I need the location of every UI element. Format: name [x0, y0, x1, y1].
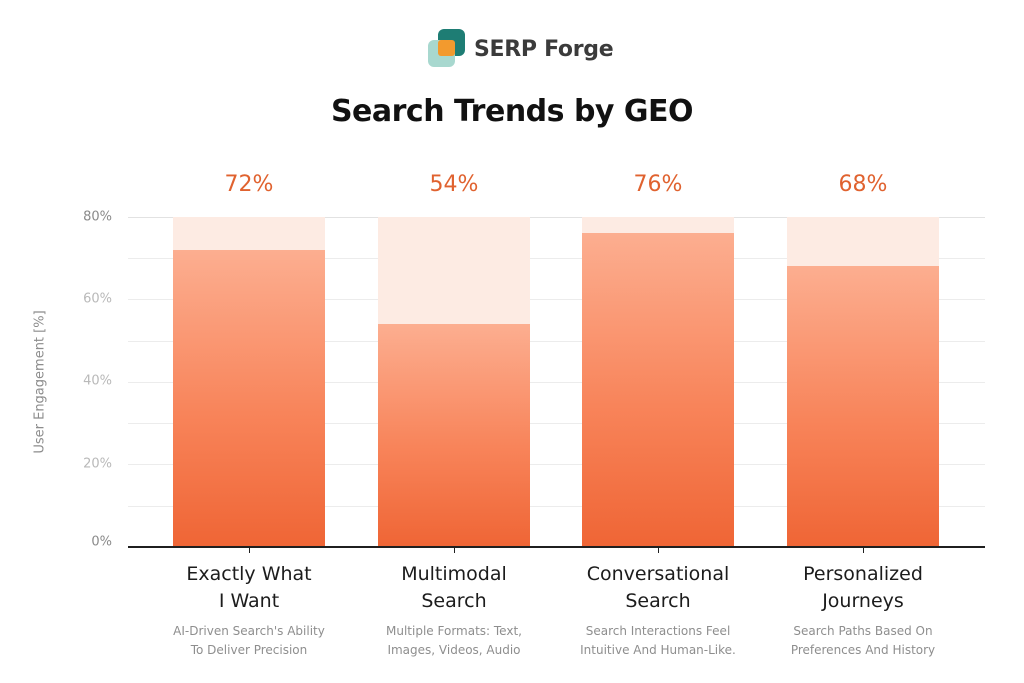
bar-exactly-what-i-want [173, 217, 325, 547]
category-label-line2: I Want [218, 590, 280, 612]
gridline-40 [128, 382, 985, 383]
gridline-70 [128, 258, 985, 259]
category-description: Search Interactions Feel Intuitive And H… [548, 622, 768, 660]
gridline-60 [128, 299, 985, 300]
category-label-line1: Multimodal [401, 563, 507, 585]
value-label: 72% [224, 172, 274, 197]
bar-fill [378, 324, 530, 547]
x-tick [454, 546, 455, 553]
plot-area [128, 217, 985, 547]
category-description-line2: Preferences And History [790, 643, 936, 657]
y-tick-0: 0% [91, 534, 112, 550]
category-label: Personalized Journeys [753, 561, 973, 615]
category-description-line1: Multiple Formats: Text, [386, 624, 522, 638]
gridline-80 [128, 217, 985, 218]
category-description-line1: Search Paths Based On [793, 624, 933, 638]
y-tick-20: 20% [83, 456, 112, 472]
category-description: Search Paths Based On Preferences And Hi… [753, 622, 973, 660]
category-label: Multimodal Search [344, 561, 564, 615]
category-label-line1: Exactly What [186, 563, 312, 585]
category-label-line2: Search [421, 590, 487, 612]
category-label: Exactly What I Want [139, 561, 359, 615]
bar-conversational-search [582, 217, 734, 547]
x-tick [249, 546, 250, 553]
gridline-20 [128, 464, 985, 465]
x-tick [658, 546, 659, 553]
category-description: Multiple Formats: Text, Images, Videos, … [344, 622, 564, 660]
value-label: 54% [429, 172, 479, 197]
gridline-10 [128, 506, 985, 507]
category-label-line2: Search [625, 590, 691, 612]
bar-fill [582, 233, 734, 547]
bar-fill [173, 250, 325, 547]
brand-logo: SERP Forge [428, 28, 614, 70]
bar-multimodal-search [378, 217, 530, 547]
gridline-30 [128, 423, 985, 424]
category-label: Conversational Search [548, 561, 768, 615]
category-label-line1: Personalized [803, 563, 923, 585]
category-label-line2: Journeys [822, 590, 904, 612]
y-axis-label: User Engagement [%] [32, 310, 48, 454]
chart-title: Search Trends by GEO [330, 94, 694, 129]
category-description-line2: Images, Videos, Audio [387, 643, 521, 657]
category-description-line2: Intuitive And Human-Like. [580, 643, 736, 657]
overlapping-squares-logo-icon [428, 29, 468, 69]
bar-personalized-journeys [787, 217, 939, 547]
x-tick [863, 546, 864, 553]
bar-fill [787, 266, 939, 547]
brand-name: SERP Forge [474, 36, 614, 62]
y-tick-80: 80% [83, 209, 112, 225]
category-description-line1: AI-Driven Search's Ability [173, 624, 325, 638]
category-description-line2: To Deliver Precision [190, 643, 308, 657]
y-tick-40: 40% [83, 373, 112, 389]
value-label: 76% [633, 172, 683, 197]
category-description-line1: Search Interactions Feel [585, 624, 731, 638]
gridline-50 [128, 341, 985, 342]
category-description: AI-Driven Search's Ability To Deliver Pr… [139, 622, 359, 660]
y-tick-60: 60% [83, 291, 112, 307]
value-label: 68% [838, 172, 888, 197]
x-axis-baseline [128, 546, 985, 548]
category-label-line1: Conversational [586, 563, 730, 585]
